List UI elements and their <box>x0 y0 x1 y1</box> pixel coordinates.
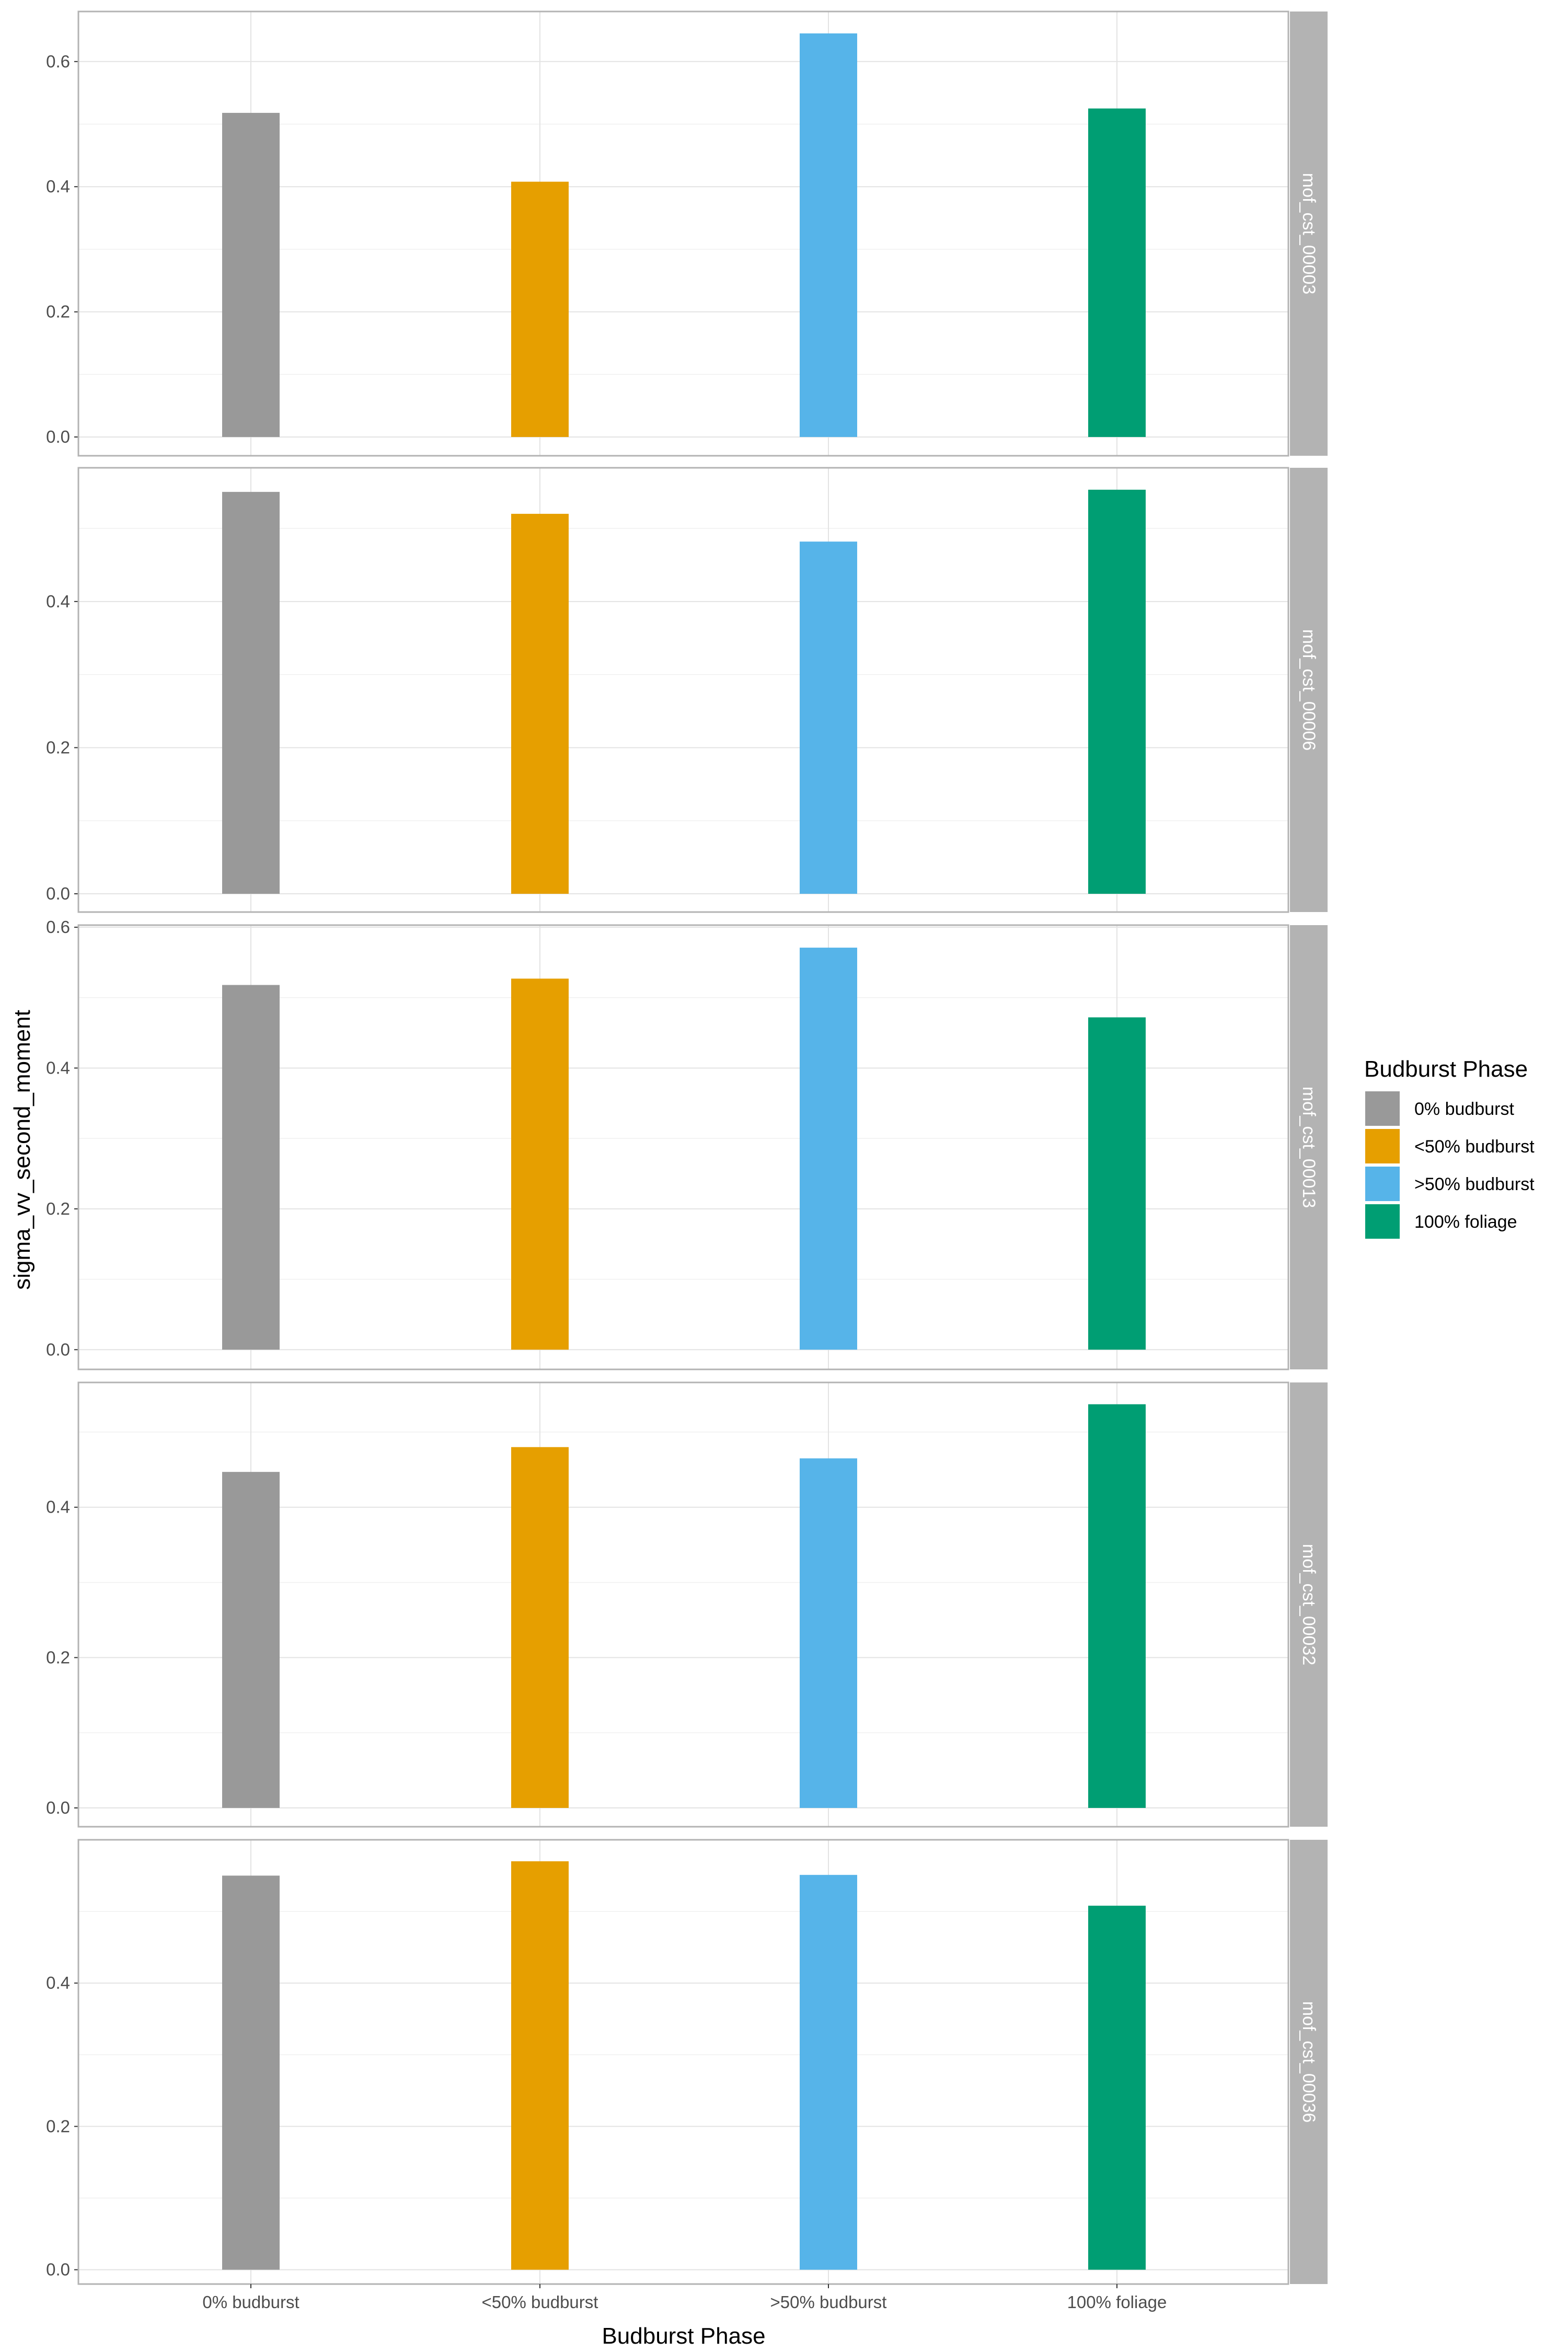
facet-panels: 0.0 0.2 0.4 0.6 mof_cst_00003 0.0 0.2 0.4 mof_cs… <box>46 10 1328 2285</box>
panel-background <box>78 11 1288 456</box>
facet-strip <box>1290 11 1328 456</box>
bar <box>222 1472 280 1808</box>
panel-border <box>77 924 1289 1370</box>
legend: Budburst Phase 0% budburst <50% budburst >… <box>1364 1056 1535 1239</box>
bar <box>511 181 569 437</box>
y-tick-label: 0.2 <box>46 1647 70 1667</box>
bar <box>1088 108 1146 437</box>
facet-strip <box>1290 925 1328 1369</box>
x-tick-label: 0% budburst <box>202 2292 299 2312</box>
y-tick-label: 0.6 <box>46 917 70 937</box>
facet-strip-label: mof_cst_00013 <box>1299 1087 1319 1208</box>
panel-background <box>78 925 1288 1369</box>
bar <box>511 514 569 894</box>
facet-panel: 0.0 0.2 0.4 mof_cst_00006 <box>46 467 1328 913</box>
bar <box>800 948 857 1350</box>
y-tick-label: 0.4 <box>46 592 70 611</box>
bar <box>1088 489 1146 894</box>
panel-background <box>78 1840 1288 2284</box>
bar <box>1088 1404 1146 1808</box>
bar <box>222 1875 280 2270</box>
bar <box>511 978 569 1350</box>
legend-key <box>1365 1204 1400 1239</box>
y-tick-label: 0.0 <box>46 2260 70 2279</box>
facet-panel: 0.0 0.2 0.4 mof_cst_00032 <box>46 1381 1328 1828</box>
legend-key <box>1365 1167 1400 1201</box>
y-tick-label: 0.2 <box>46 302 70 321</box>
panel-border <box>77 467 1289 913</box>
facet-strip <box>1290 1840 1328 2284</box>
panel-border <box>77 10 1289 457</box>
facet-strip-label: mof_cst_00032 <box>1299 1544 1319 1666</box>
bar <box>800 1458 857 1808</box>
legend-label: 100% foliage <box>1414 1212 1517 1232</box>
y-tick-label: 0.4 <box>46 1497 70 1517</box>
facet-panel: 0.0 0.2 0.4 0.6 mof_cst_00003 <box>46 10 1328 457</box>
legend-title: Budburst Phase <box>1364 1056 1528 1082</box>
y-tick-label: 0.4 <box>46 1973 70 1992</box>
bar <box>222 492 280 894</box>
facet-strip-label: mof_cst_00003 <box>1299 173 1319 295</box>
x-tick-label: <50% budburst <box>482 2292 598 2312</box>
y-tick-label: 0.4 <box>46 177 70 196</box>
legend-label: <50% budburst <box>1414 1137 1535 1157</box>
panel-border <box>77 1381 1289 1828</box>
x-tick-label: >50% budburst <box>770 2292 887 2312</box>
y-tick-label: 0.0 <box>46 1340 70 1359</box>
y-tick-label: 0.2 <box>46 737 70 757</box>
y-axis-title: sigma_vv_second_moment <box>9 1010 35 1290</box>
bar <box>800 541 857 894</box>
y-tick-label: 0.0 <box>46 427 70 446</box>
facet-panel: 0.0 0.2 0.4 0.6 mof_cst_00013 <box>46 917 1328 1370</box>
legend-key <box>1365 1129 1400 1163</box>
panel-background <box>78 1382 1288 1827</box>
bar <box>222 112 280 437</box>
panel-border <box>77 1839 1289 2285</box>
facet-strip-label: mof_cst_00006 <box>1299 629 1319 751</box>
bar <box>1088 1906 1146 2270</box>
legend-label: 0% budburst <box>1414 1099 1514 1119</box>
bar <box>800 33 857 437</box>
y-tick-label: 0.4 <box>46 1058 70 1077</box>
bar <box>222 985 280 1350</box>
y-tick-label: 0.2 <box>46 1199 70 1218</box>
facet-strip-label: mof_cst_00036 <box>1299 2001 1319 2123</box>
bar <box>800 1875 857 2270</box>
y-tick-label: 0.6 <box>46 52 70 71</box>
x-axis: 0% budburst <50% budburst >50% budburst 100… <box>202 2284 1167 2312</box>
x-tick-label: 100% foliage <box>1067 2292 1167 2312</box>
bar <box>511 1447 569 1808</box>
x-axis-title: Budburst Phase <box>602 2323 765 2349</box>
legend-label: >50% budburst <box>1414 1174 1535 1194</box>
panel-background <box>78 468 1288 912</box>
legend-key <box>1365 1091 1400 1126</box>
bar <box>511 1861 569 2270</box>
facet-strip <box>1290 1382 1328 1827</box>
y-tick-label: 0.2 <box>46 2116 70 2136</box>
bar <box>1088 1017 1146 1350</box>
facet-panel: 0.0 0.2 0.4 mof_cst_00036 <box>46 1839 1328 2285</box>
y-tick-label: 0.0 <box>46 1798 70 1817</box>
y-tick-label: 0.0 <box>46 884 70 903</box>
facet-strip <box>1290 468 1328 912</box>
